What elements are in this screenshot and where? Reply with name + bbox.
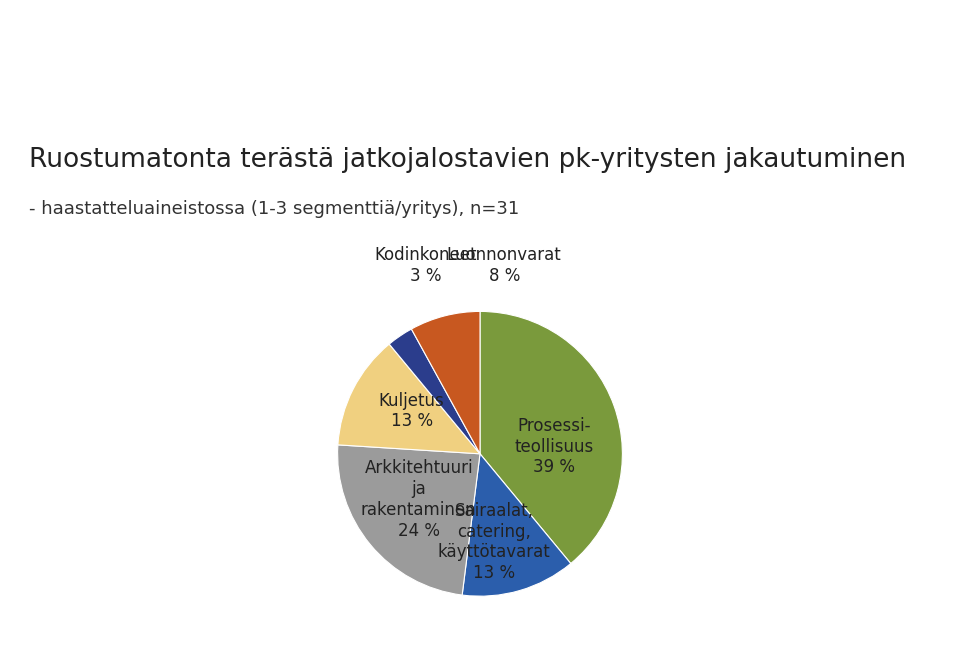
Wedge shape [338, 344, 480, 454]
Wedge shape [389, 329, 480, 454]
Wedge shape [338, 445, 480, 595]
Text: - haastatteluaineistossa (1-3 segmenttiä/yritys), n=31: - haastatteluaineistossa (1-3 segmenttiä… [29, 200, 519, 218]
Wedge shape [412, 312, 480, 454]
Text: Kodinkoneet
3 %: Kodinkoneet 3 % [374, 246, 477, 285]
Text: Prosessi-
teollisuus
39 %: Prosessi- teollisuus 39 % [515, 417, 593, 476]
Wedge shape [480, 312, 622, 563]
Wedge shape [462, 454, 571, 596]
Text: Kuljetus
13 %: Kuljetus 13 % [379, 392, 444, 430]
Text: Ruostumatonta terästä jatkojalostavien pk-yritysten jakautuminen: Ruostumatonta terästä jatkojalostavien p… [29, 147, 906, 172]
Text: Luonnonvarat
8 %: Luonnonvarat 8 % [446, 246, 562, 285]
Text: Sairaalat,
catering,
käyttötavarat
13 %: Sairaalat, catering, käyttötavarat 13 % [438, 502, 551, 582]
Text: Arkkitehtuuri
ja
rakentaminen
24 %: Arkkitehtuuri ja rakentaminen 24 % [361, 459, 476, 539]
